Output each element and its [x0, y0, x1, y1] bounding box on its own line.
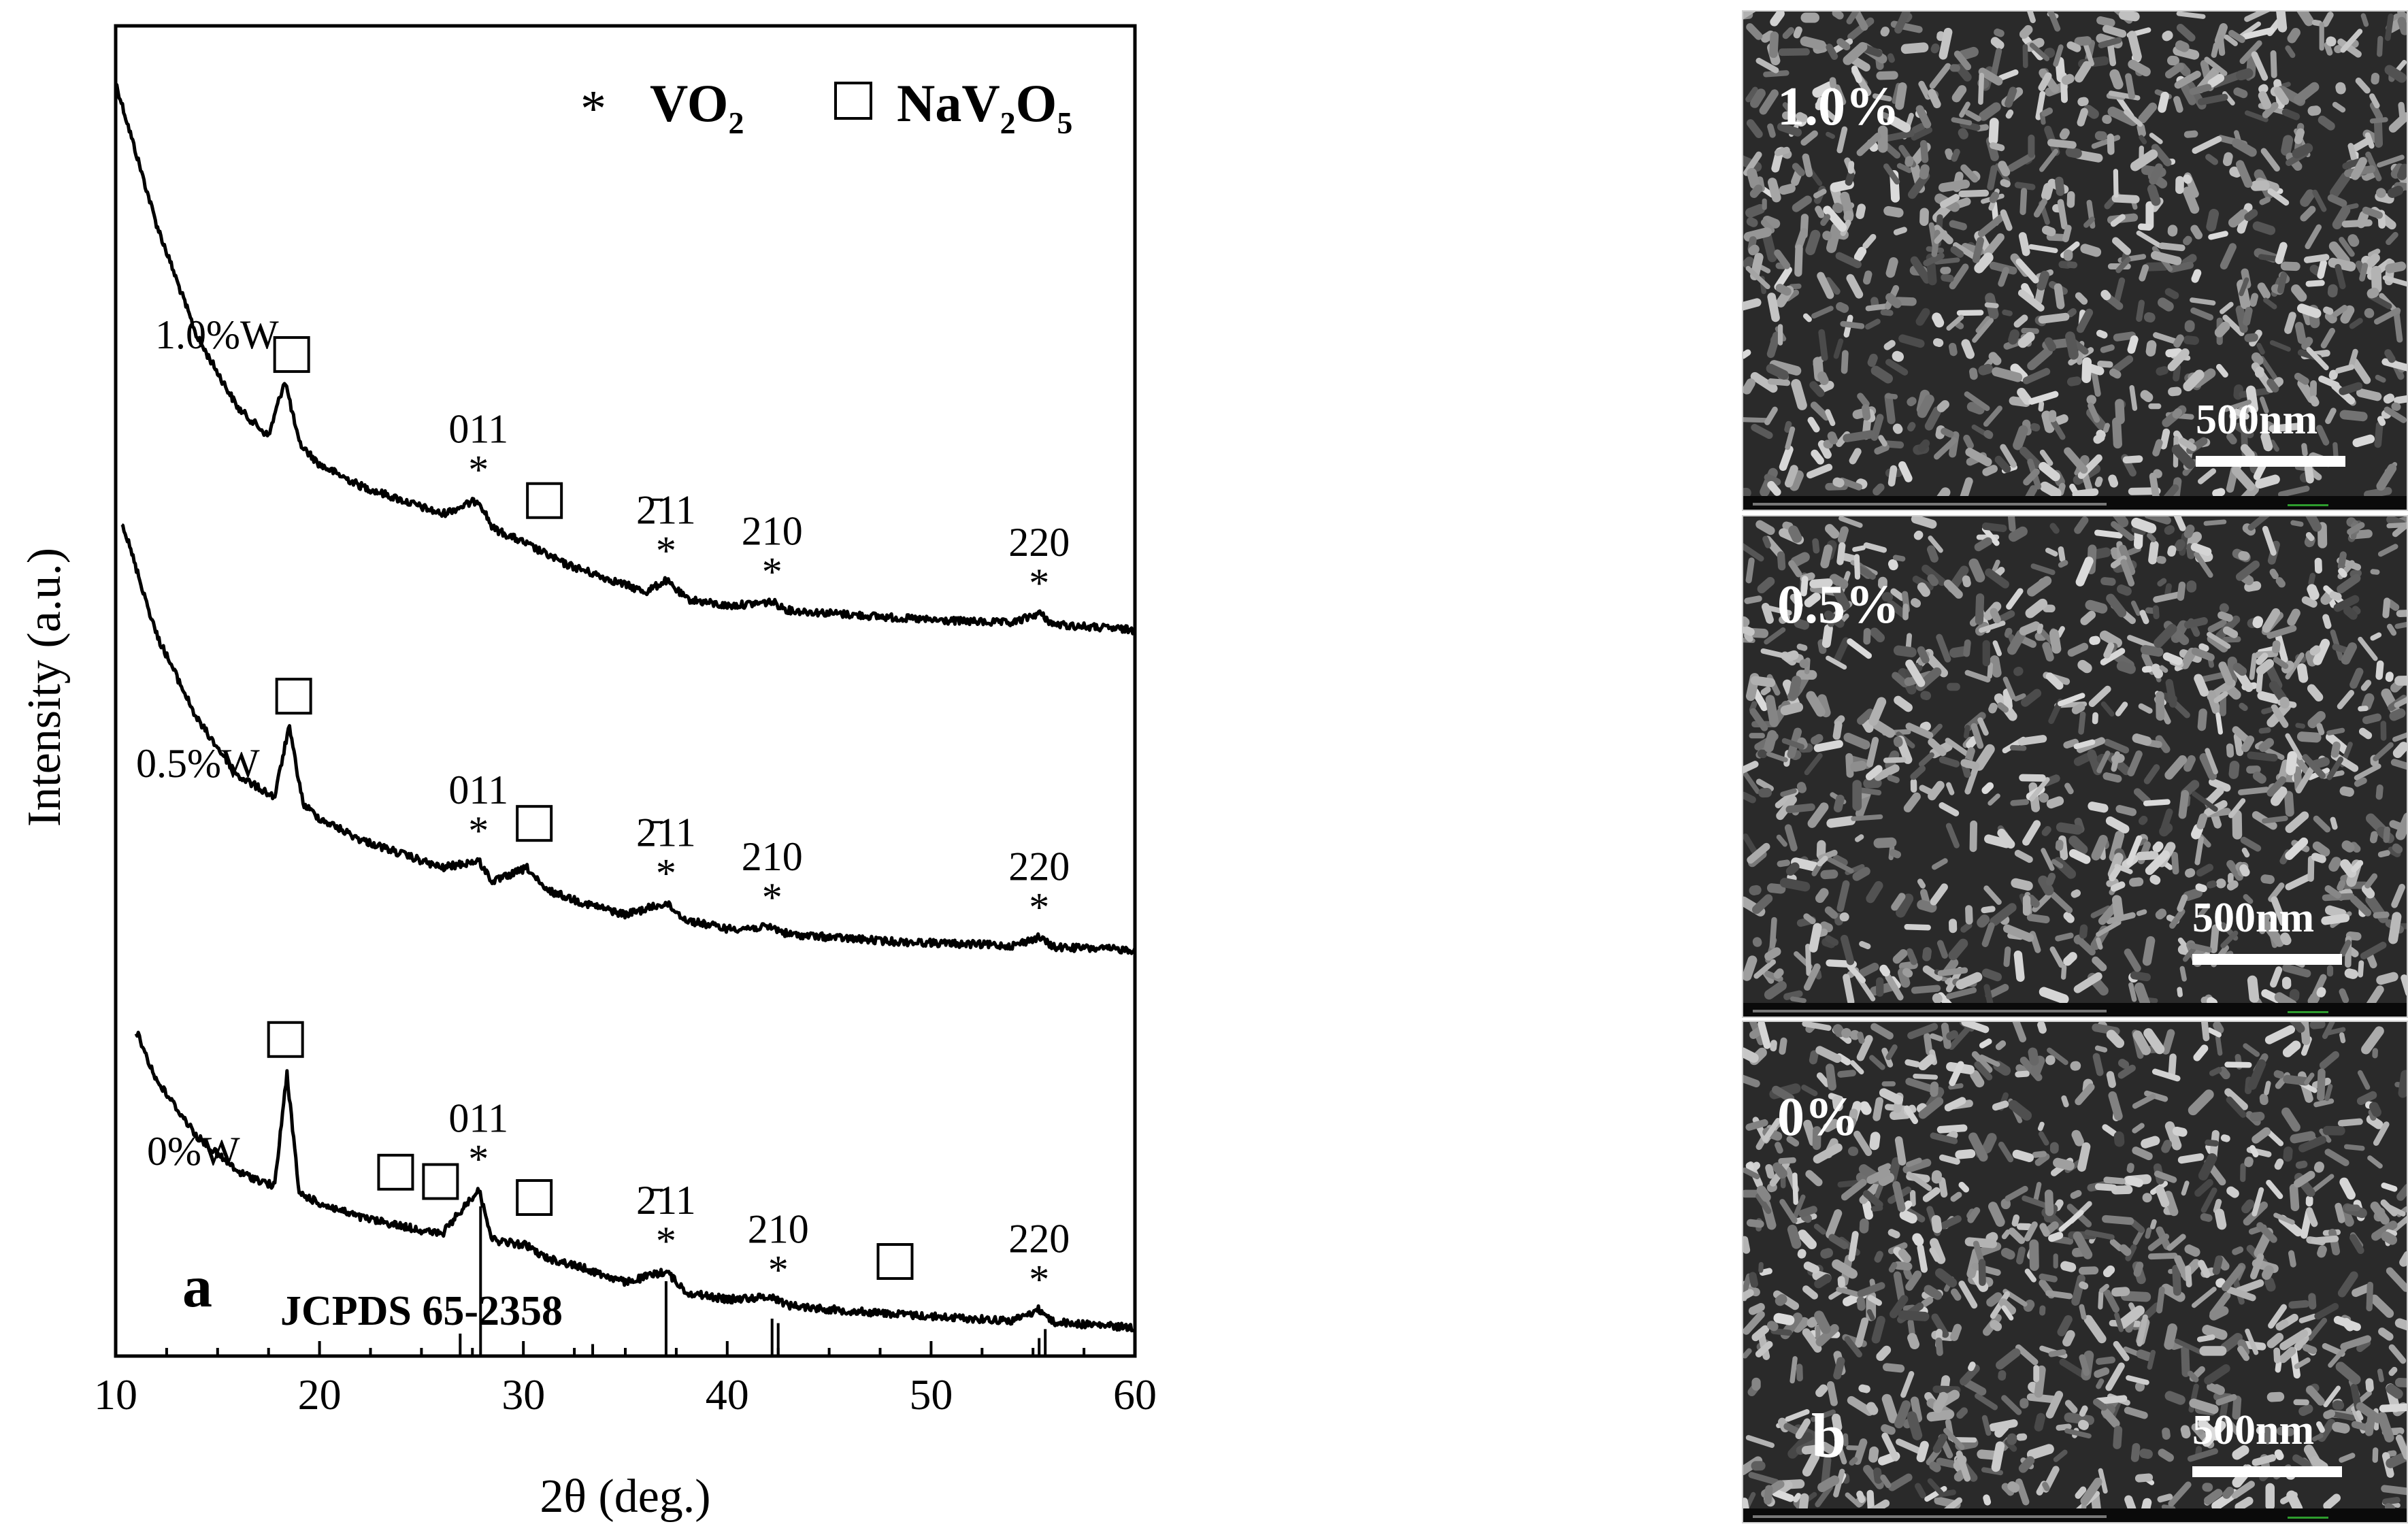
y-axis-title: Intensity (a.u.) — [18, 548, 71, 827]
hkl-label: 210 — [742, 508, 803, 553]
x-tick-label: 10 — [94, 1370, 137, 1419]
reference-label: JCPDS 65-2358 — [280, 1288, 563, 1334]
sem-image-1 — [1743, 12, 2407, 510]
sem-panel-3: 0% b 500nm — [1742, 1021, 2408, 1523]
xrd-curve-2 — [120, 523, 1137, 955]
nav2o5-peak-marker — [273, 336, 310, 374]
hkl-label: 210 — [748, 1206, 809, 1251]
nav2o5-peak-marker — [516, 805, 553, 842]
series-label-0W: 0%W — [147, 1129, 240, 1174]
vo2-peak-marker: * — [656, 1219, 676, 1264]
scale-text-1: 500nm — [2196, 397, 2318, 443]
info-strip-1 — [1743, 496, 2407, 510]
vo2-peak-marker: * — [468, 1137, 489, 1182]
series-label-0.5W: 0.5%W — [136, 741, 260, 786]
xrd-curves — [114, 82, 1137, 1333]
peak-markers: *011*2̄11*210*220*011*2̄11*210*220*011*2… — [267, 336, 1070, 1302]
vo2-peak-marker: * — [656, 851, 676, 895]
x-tick-label: 30 — [501, 1370, 545, 1419]
nav2o5-peak-marker — [526, 482, 563, 519]
legend-nav2o5-label: NaV2O5 — [897, 73, 1072, 140]
vo2-peak-marker: * — [1029, 1257, 1049, 1302]
scale-bar-2 — [2192, 954, 2342, 965]
sem-image-3 — [1743, 1022, 2407, 1522]
info-strip-3 — [1743, 1508, 2407, 1522]
vo2-peak-marker: * — [762, 875, 782, 920]
sem-panel-1: 1.0% 500nm — [1742, 10, 2408, 511]
legend-nav2o5-symbol — [834, 82, 872, 120]
sem-label-3: 0% — [1777, 1087, 1859, 1147]
vo2-peak-marker: * — [1029, 561, 1049, 606]
x-tick-label: 40 — [706, 1370, 749, 1419]
vo2-peak-marker: * — [468, 808, 489, 853]
scale-bar-1 — [2196, 456, 2345, 467]
xrd-curve-1 — [114, 82, 1136, 636]
vo2-peak-marker: * — [1029, 885, 1049, 929]
x-axis-title: 2θ (deg.) — [540, 1470, 710, 1523]
sem-label-2: 0.5% — [1777, 575, 1900, 635]
legend: * VO2 NaV2O5 — [580, 73, 1072, 140]
series-label-1.0W: 1.0%W — [155, 312, 279, 357]
x-tick-label: 50 — [909, 1370, 953, 1419]
nav2o5-peak-marker — [267, 1021, 304, 1058]
vo2-peak-marker: * — [656, 528, 676, 573]
hkl-label: 011 — [448, 407, 508, 452]
plot-frame — [114, 24, 1137, 1358]
vo2-peak-marker: * — [768, 1247, 789, 1292]
x-tick-label: 20 — [298, 1370, 342, 1419]
nav2o5-peak-marker — [377, 1153, 414, 1191]
xrd-chart: *011*2̄11*210*220*011*2̄11*210*220*011*2… — [18, 24, 1157, 1523]
legend-vo2-symbol: * — [580, 80, 606, 137]
legend-vo2-label: VO2 — [650, 73, 744, 140]
panel-label-a: a — [182, 1254, 212, 1320]
scale-text-3: 500nm — [2192, 1407, 2315, 1453]
x-axis-ticks: 10 20 30 40 50 60 — [94, 1341, 1157, 1419]
hkl-label: 220 — [1008, 844, 1070, 889]
hkl-label: 011 — [448, 1096, 508, 1141]
sem-panel-2: 0.5% 500nm — [1742, 515, 2408, 1018]
info-strip-2 — [1743, 1003, 2407, 1017]
scale-text-2: 500nm — [2192, 895, 2315, 941]
hkl-label: 220 — [1008, 1216, 1070, 1261]
xrd-curve-3 — [134, 1030, 1136, 1333]
hkl-label: 220 — [1008, 520, 1070, 565]
nav2o5-peak-marker — [275, 678, 312, 715]
hkl-label: 2̄11 — [636, 810, 696, 855]
hkl-label: 2̄11 — [636, 487, 696, 532]
hkl-label: 210 — [742, 834, 803, 879]
vo2-peak-marker: * — [468, 448, 489, 493]
hkl-label: 2̄11 — [636, 1178, 696, 1223]
sem-image-2 — [1743, 516, 2407, 1017]
hkl-label: 011 — [448, 768, 508, 812]
nav2o5-peak-marker — [422, 1163, 459, 1200]
nav2o5-peak-marker — [876, 1243, 914, 1281]
scale-bar-3 — [2192, 1466, 2342, 1477]
vo2-peak-marker: * — [762, 549, 782, 594]
panel-label-b: b — [1811, 1401, 1847, 1470]
nav2o5-peak-marker — [516, 1179, 553, 1217]
sem-label-1: 1.0% — [1777, 77, 1900, 137]
x-tick-label: 60 — [1113, 1370, 1157, 1419]
